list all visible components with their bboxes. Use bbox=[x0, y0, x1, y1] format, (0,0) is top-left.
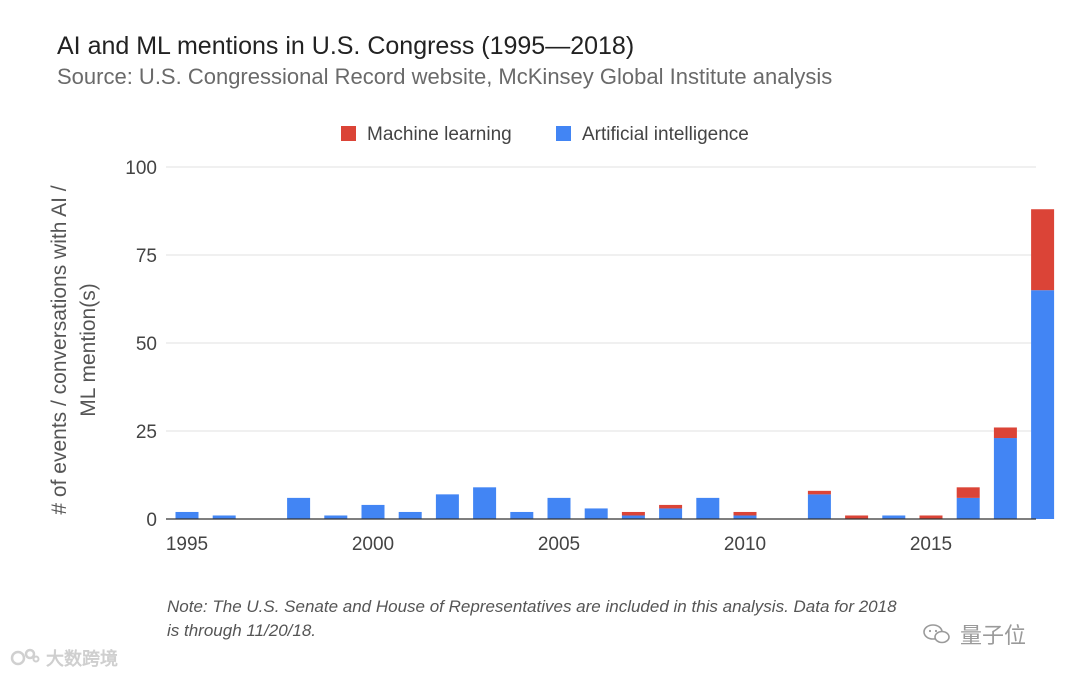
bar-ai-2003 bbox=[473, 487, 497, 519]
bar-ai-1996 bbox=[212, 515, 236, 519]
bar-ml-2007 bbox=[621, 511, 645, 516]
bar-ai-2004 bbox=[510, 511, 534, 519]
x-tick-label: 2000 bbox=[352, 534, 394, 555]
y-tick-label: 75 bbox=[136, 246, 157, 267]
wechat-icon bbox=[923, 624, 950, 644]
y-axis-label-group: # of events / conversations with AI / ML … bbox=[48, 185, 100, 514]
y-tick-label: 25 bbox=[136, 422, 157, 443]
x-tick-label: 2005 bbox=[538, 534, 580, 555]
bar-ai-2009 bbox=[696, 497, 720, 519]
page-subtitle: Source: U.S. Congressional Record websit… bbox=[57, 64, 833, 89]
footnote: Note: The U.S. Senate and House of Repre… bbox=[167, 595, 1027, 643]
gridlines: 0 25 50 75 100 bbox=[125, 158, 1036, 531]
x-axis: 1995 2000 2005 2010 2015 bbox=[166, 518, 1036, 555]
bar-ml-2013 bbox=[845, 515, 869, 519]
watermark-left: 大数跨境 bbox=[10, 645, 118, 671]
bar-ai-2007 bbox=[621, 515, 645, 519]
bar-ai-1998 bbox=[287, 497, 311, 519]
bar-ai-2005 bbox=[547, 497, 571, 519]
chart: Machine learning Artificial intelligence … bbox=[48, 124, 1055, 555]
footnote-line-2: is through 11/20/18. bbox=[167, 621, 317, 640]
watermark-left-text: 大数跨境 bbox=[46, 649, 118, 669]
bar-ai-1995 bbox=[175, 511, 199, 519]
x-tick-label: 2010 bbox=[724, 534, 766, 555]
watermark-right-text: 量子位 bbox=[960, 623, 1027, 648]
bar-ml-2012 bbox=[807, 490, 831, 495]
legend-label: Machine learning bbox=[367, 124, 512, 145]
bar-ml-2016 bbox=[956, 487, 980, 498]
bar-ai-2006 bbox=[584, 508, 608, 519]
y-tick-label: 50 bbox=[136, 334, 157, 355]
bar-ml-2018 bbox=[1031, 209, 1055, 291]
bar-ml-2015 bbox=[919, 515, 943, 519]
bar-ai-1999 bbox=[324, 515, 348, 519]
bar-ai-2017 bbox=[993, 438, 1017, 519]
bar-ai-2012 bbox=[807, 494, 831, 519]
page-title: AI and ML mentions in U.S. Congress (199… bbox=[57, 32, 635, 60]
bar-ml-2017 bbox=[993, 427, 1017, 439]
footnote-line-1: Note: The U.S. Senate and House of Repre… bbox=[167, 597, 897, 616]
watermark-right: 量子位 bbox=[922, 618, 1026, 650]
y-tick-label: 100 bbox=[125, 158, 157, 179]
bar-ml-2010 bbox=[733, 511, 757, 516]
legend: Machine learning Artificial intelligence bbox=[341, 124, 749, 145]
bar-ai-2008 bbox=[659, 508, 683, 519]
x-tick-label: 1995 bbox=[166, 534, 208, 555]
legend-label: Artificial intelligence bbox=[582, 124, 749, 145]
bar-ai-2002 bbox=[435, 494, 459, 519]
watermark-logo-icon bbox=[10, 648, 40, 666]
y-tick-label: 0 bbox=[146, 510, 157, 531]
y-axis-label-line-2: ML mention(s) bbox=[77, 283, 100, 416]
bar-ai-2001 bbox=[398, 511, 422, 519]
bar-ai-2016 bbox=[956, 497, 980, 519]
bar-ai-2014 bbox=[882, 515, 906, 519]
bar-ai-2010 bbox=[733, 515, 757, 519]
bar-ai-2000 bbox=[361, 504, 385, 519]
bar-ml-2008 bbox=[659, 504, 683, 509]
y-axis-label-line-1: # of events / conversations with AI / bbox=[48, 185, 71, 514]
legend-swatch bbox=[341, 126, 356, 141]
legend-swatch bbox=[556, 126, 571, 141]
bars bbox=[175, 209, 1055, 519]
x-tick-label: 2015 bbox=[910, 534, 952, 555]
bar-ai-2018 bbox=[1031, 290, 1055, 519]
